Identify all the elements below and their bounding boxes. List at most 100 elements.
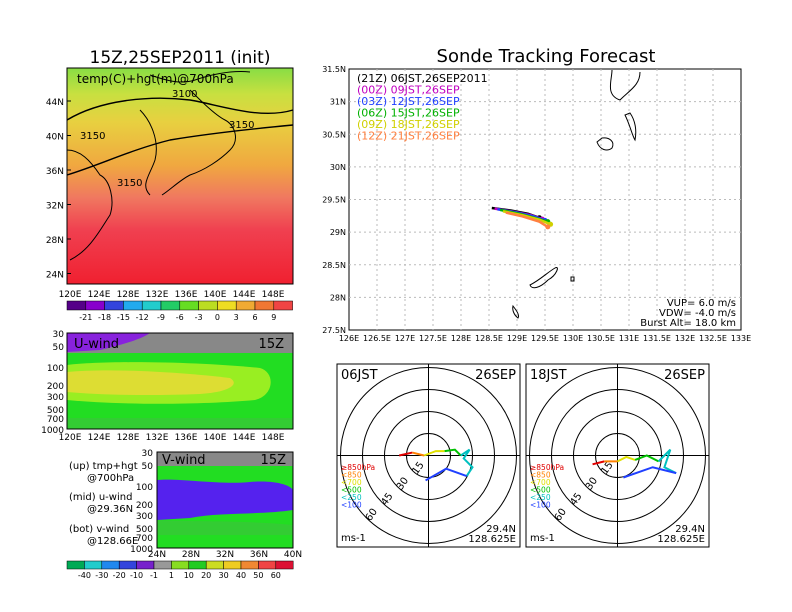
track-lon-label: 129.5E xyxy=(531,334,559,343)
track-param: Burst Alt= 18.0 km xyxy=(640,318,736,329)
track-lines xyxy=(491,206,554,230)
hodograph-segment xyxy=(423,450,445,457)
v-wind-pressure-label: 200 xyxy=(136,501,153,511)
temp-colorbar-label: -9 xyxy=(157,313,165,322)
hodograph-segment xyxy=(398,451,413,457)
hodograph-time: 06JST xyxy=(341,368,378,383)
v-wind-label: V-wind xyxy=(162,453,206,468)
hodograph-segment xyxy=(444,448,462,457)
temp-colorbar-swatch xyxy=(85,300,105,311)
contour-label-1: 3100 xyxy=(172,89,197,100)
u-wind-pressure-label: 300 xyxy=(47,393,64,403)
u-wind-lon-ticks: 120E 124E 128E 132E 136E 140E 144E 148E xyxy=(59,433,285,443)
wind-colorbar-swatch xyxy=(223,560,242,570)
wind-colorbar-label: -10 xyxy=(130,571,143,580)
track-lon-label: 132.5E xyxy=(699,334,727,343)
wind-colorbar-label: -1 xyxy=(150,571,158,580)
u-wind-label: U-wind xyxy=(74,337,119,352)
track-lon-label: 131E xyxy=(619,334,639,343)
hodograph-segment xyxy=(412,451,425,457)
wind-colorbar-swatch xyxy=(136,560,155,570)
u-wind-time: 15Z xyxy=(259,337,285,352)
hodograph-level-legend: ≥850hPa xyxy=(341,463,375,472)
temp-colorbar-label: -3 xyxy=(195,313,203,322)
hodograph-level-legend: <700 xyxy=(530,478,551,487)
wind-colorbar-swatch xyxy=(240,560,259,570)
note-mid-1: (mid) u-wind xyxy=(69,492,132,503)
hodograph-level-legend: <500 xyxy=(341,486,362,495)
contour-label-4: 3150 xyxy=(117,178,142,189)
right-title: Sonde Tracking Forecast xyxy=(437,46,656,67)
track-lon-ticks: 126E 126.5E 127E 127.5E 128E 128.5E 129E 129.5E… xyxy=(339,334,751,343)
note-up-2: @700hPa xyxy=(87,473,134,484)
v-wind-lat-label: 40N xyxy=(284,550,302,560)
note-up-1: (up) tmp+hgt xyxy=(69,461,138,472)
track-legend-entry: (21Z) 06JST,26SEP2011 xyxy=(357,72,488,85)
v-wind-lat-label: 32N xyxy=(216,550,234,560)
temp-colorbar-swatch xyxy=(141,300,162,311)
map-lon-label: 132E xyxy=(146,290,169,300)
temp-colorbar-swatch xyxy=(123,300,143,311)
u-wind-pressure-label: 200 xyxy=(47,382,64,392)
wind-colorbar-label: 30 xyxy=(219,571,229,580)
wind-colorbar-swatch xyxy=(275,560,294,570)
u-wind-lon-label: 124E xyxy=(88,433,111,443)
hodograph-unit: ms-1 xyxy=(341,533,366,544)
temp-colorbar-label: -12 xyxy=(136,313,149,322)
map-lat-label: 44N xyxy=(46,98,64,108)
temp-colorbar-label: -18 xyxy=(98,313,111,322)
hodograph-segment xyxy=(634,454,660,463)
temp-colorbar-label: 3 xyxy=(234,313,239,322)
wind-colorbar-label: -40 xyxy=(78,571,91,580)
hodograph-segment xyxy=(623,466,677,479)
left-title: 15Z,25SEP2011 (init) xyxy=(90,48,271,68)
temp-colorbar-swatch xyxy=(217,300,237,311)
wind-colorbar-swatch xyxy=(171,560,190,570)
hodograph-lon: 128.625E xyxy=(657,534,705,545)
u-wind-lon-label: 128E xyxy=(117,433,140,443)
u-wind-lon-label: 144E xyxy=(233,433,256,443)
wind-colorbar-swatch xyxy=(66,560,85,570)
temp-colorbar-swatch xyxy=(160,300,181,311)
track-lat-label: 28N xyxy=(330,293,346,302)
note-bot-1: (bot) v-wind xyxy=(69,524,129,535)
u-wind-pressure-label: 500 xyxy=(47,406,64,416)
track-lon-label: 129E xyxy=(507,334,527,343)
hodograph-level-legend: <100 xyxy=(341,501,362,510)
wind-colorbar-swatch xyxy=(258,560,277,570)
hodograph-date: 26SEP xyxy=(475,368,516,383)
track-param: VDW= -4.0 m/s xyxy=(659,308,736,319)
track-lat-ticks: 31.5N 31N 30.5N 30N 29.5N 29N 28.5N 28N 27.5N xyxy=(322,65,346,335)
track-legend-entry: (09Z) 18JST,26SEP xyxy=(357,118,460,131)
temp-colorbar-label: 9 xyxy=(271,313,276,322)
track-lon-label: 132E xyxy=(675,334,695,343)
track-lat-label: 29N xyxy=(330,228,346,237)
temperature-map-panel: 3100 3150 3150 3150 temp(C)+hgt(m)@700hP… xyxy=(46,67,294,300)
u-wind-pressure-label: 1000 xyxy=(41,426,64,436)
v-wind-lat-label: 24N xyxy=(148,550,166,560)
u-wind-pressure-label: 30 xyxy=(53,330,65,340)
temp-colorbar-swatch xyxy=(198,300,218,311)
track-lon-label: 133E xyxy=(731,334,751,343)
v-wind-pressure-label: 50 xyxy=(142,462,154,472)
track-lat-label: 29.5N xyxy=(322,196,346,205)
wind-colorbar-swatch xyxy=(153,560,172,570)
track-lat-label: 31N xyxy=(330,98,346,107)
track-lon-label: 128E xyxy=(451,334,471,343)
track-grid xyxy=(349,69,741,330)
temp-colorbar-label: -15 xyxy=(117,313,130,322)
temp-colorbar-swatch xyxy=(273,300,293,311)
track-param: VUP= 6.0 m/s xyxy=(667,298,736,309)
map-lat-label: 28N xyxy=(46,236,64,246)
temp-colorbar-swatch xyxy=(104,300,124,311)
note-bot-2: @128.66E xyxy=(87,536,138,547)
wind-colorbar-swatch xyxy=(188,560,207,570)
u-wind-lon-label: 140E xyxy=(204,433,227,443)
track-legend-entry: (06Z) 15JST,26SEP xyxy=(357,107,460,120)
u-wind-lon-label: 148E xyxy=(262,433,285,443)
track-lat-label: 31.5N xyxy=(322,65,346,74)
map-lon-label: 128E xyxy=(117,290,140,300)
map-lon-label: 140E xyxy=(204,290,227,300)
track-end-point xyxy=(545,224,551,230)
hodograph-segment xyxy=(657,448,677,474)
